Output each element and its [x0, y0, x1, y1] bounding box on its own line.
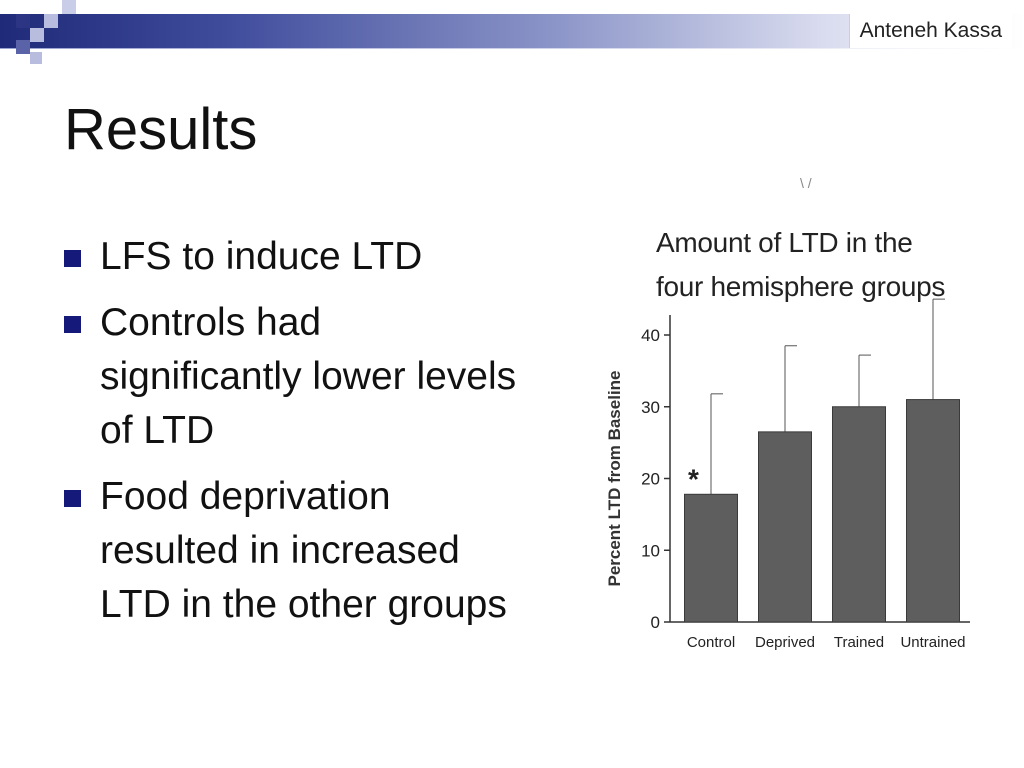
y-tick-label: 10	[641, 541, 660, 560]
bar-trained	[832, 406, 886, 623]
chart-title-line: four hemisphere groups	[656, 271, 946, 302]
chart-stray-mark: \ /	[800, 175, 812, 191]
bullet-text: Controls had significantly lower levels …	[100, 301, 517, 452]
x-tick-label: Untrained	[900, 634, 965, 651]
square-bullet-icon	[64, 490, 81, 507]
deco-square-dark	[16, 14, 30, 28]
bar-control	[684, 493, 738, 623]
y-tick-label: 40	[641, 326, 660, 345]
deco-square-light	[44, 14, 58, 28]
deco-square-dark	[16, 40, 30, 54]
deco-square-light	[30, 52, 42, 64]
square-bullet-icon	[64, 250, 81, 267]
square-bullet-icon	[64, 316, 81, 333]
bullet-item: Food deprivation resulted in increased L…	[62, 470, 532, 632]
author-name: Anteneh Kassa	[859, 19, 1002, 42]
y-tick-label: 30	[641, 398, 660, 417]
ltd-bar-chart: \ / Amount of LTD in the four hemisphere…	[590, 175, 1010, 675]
y-tick-label: 20	[641, 470, 660, 489]
deco-square-light	[30, 28, 44, 42]
author-label: Anteneh Kassa	[848, 14, 1012, 48]
bar-untrained	[906, 399, 960, 623]
slide-title: Results	[64, 97, 258, 162]
deco-square-light	[62, 0, 76, 14]
bullet-item: LFS to induce LTD	[62, 230, 532, 284]
chart-title-line: Amount of LTD in the	[656, 227, 913, 258]
y-tick-label: 0	[651, 613, 660, 632]
chart-title: Amount of LTD in the four hemisphere gro…	[656, 221, 1006, 309]
bar-deprived	[758, 431, 812, 623]
x-tick-label: Control	[687, 634, 735, 651]
bullet-item: Controls had significantly lower levels …	[62, 296, 532, 458]
chart-plot: 0 10 20 30 40 Percent LTD from Baseline Contro…	[605, 298, 970, 651]
x-tick-label: Deprived	[755, 634, 815, 651]
y-axis-label: Percent LTD from Baseline	[605, 370, 624, 586]
significance-marker: *	[688, 463, 699, 494]
bullet-list: LFS to induce LTD Controls had significa…	[62, 230, 532, 644]
header-band-shadow	[0, 48, 1024, 49]
decorative-squares	[0, 0, 80, 70]
bullet-text: Food deprivation resulted in increased L…	[100, 475, 507, 626]
x-tick-label: Trained	[834, 634, 884, 651]
bullet-text: LFS to induce LTD	[100, 235, 423, 278]
